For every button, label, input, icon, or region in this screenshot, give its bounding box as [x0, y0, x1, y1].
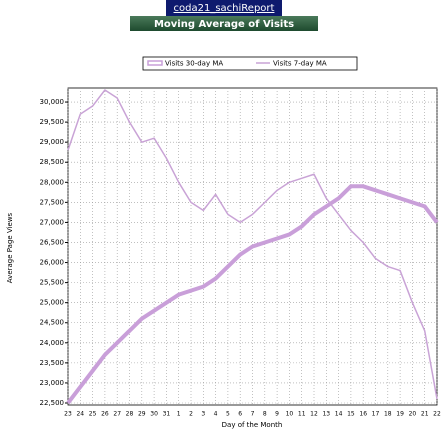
x-tick-label: 6 [238, 411, 242, 418]
y-tick-label: 27,000 [40, 218, 65, 226]
chart-title: Moving Average of Visits [154, 19, 294, 30]
x-tick-label: 9 [275, 411, 279, 418]
x-tick-label: 28 [126, 411, 134, 418]
x-tick-label: 21 [421, 411, 429, 418]
x-tick-label: 11 [298, 411, 306, 418]
x-tick-label: 4 [214, 411, 218, 418]
y-axis-title: Average Page Views [6, 212, 14, 283]
x-tick-label: 15 [347, 411, 355, 418]
y-tick-label: 27,500 [40, 198, 65, 206]
y-tick-label: 28,000 [40, 178, 65, 186]
x-tick-label: 20 [409, 411, 417, 418]
x-tick-label: 12 [310, 411, 318, 418]
x-axis-title: Day of the Month [222, 421, 283, 429]
x-tick-label: 22 [433, 411, 441, 418]
legend [142, 56, 358, 71]
x-tick-label: 8 [263, 411, 267, 418]
y-tick-label: 24,000 [40, 339, 65, 347]
y-tick-label: 25,000 [40, 299, 65, 307]
x-tick-label: 3 [201, 411, 205, 418]
y-tick-label: 26,500 [40, 238, 65, 246]
y-tick-label: 23,000 [40, 379, 65, 387]
y-tick-label: 30,000 [40, 98, 65, 106]
x-tick-label: 5 [226, 411, 230, 418]
x-tick-label: 1 [177, 411, 181, 418]
x-tick-label: 23 [64, 411, 72, 418]
y-tick-label: 26,000 [40, 259, 65, 267]
y-tick-label: 29,500 [40, 118, 65, 126]
series-line [66, 184, 439, 405]
x-tick-label: 26 [101, 411, 109, 418]
header-title: coda21_sachiReport [174, 3, 275, 14]
x-tick-label: 14 [335, 411, 343, 418]
legend-swatch [147, 60, 163, 66]
title-bar [130, 16, 318, 31]
x-tick-label: 19 [396, 411, 404, 418]
x-tick-label: 29 [138, 411, 146, 418]
header-box [166, 0, 282, 16]
y-tick-label: 28,500 [40, 158, 65, 166]
x-tick-label: 30 [150, 411, 158, 418]
x-tick-label: 25 [89, 411, 97, 418]
y-tick-label: 23,500 [40, 359, 65, 367]
x-tick-label: 27 [113, 411, 121, 418]
x-tick-label: 18 [384, 411, 392, 418]
y-tick-label: 24,500 [40, 319, 65, 327]
y-tick-label: 25,500 [40, 279, 65, 287]
x-tick-label: 16 [359, 411, 367, 418]
x-tick-label: 31 [163, 411, 171, 418]
x-tick-label: 7 [251, 411, 255, 418]
legend-label: Visits 7-day MA [273, 60, 327, 68]
x-tick-label: 24 [76, 411, 84, 418]
series-line [67, 89, 438, 400]
x-tick-label: 17 [372, 411, 380, 418]
y-tick-label: 29,000 [40, 138, 65, 146]
x-tick-label: 10 [286, 411, 294, 418]
legend-label: Visits 30-day MA [165, 60, 223, 68]
x-tick-label: 13 [322, 411, 330, 418]
y-tick-label: 22,500 [40, 399, 65, 407]
x-tick-label: 2 [189, 411, 193, 418]
